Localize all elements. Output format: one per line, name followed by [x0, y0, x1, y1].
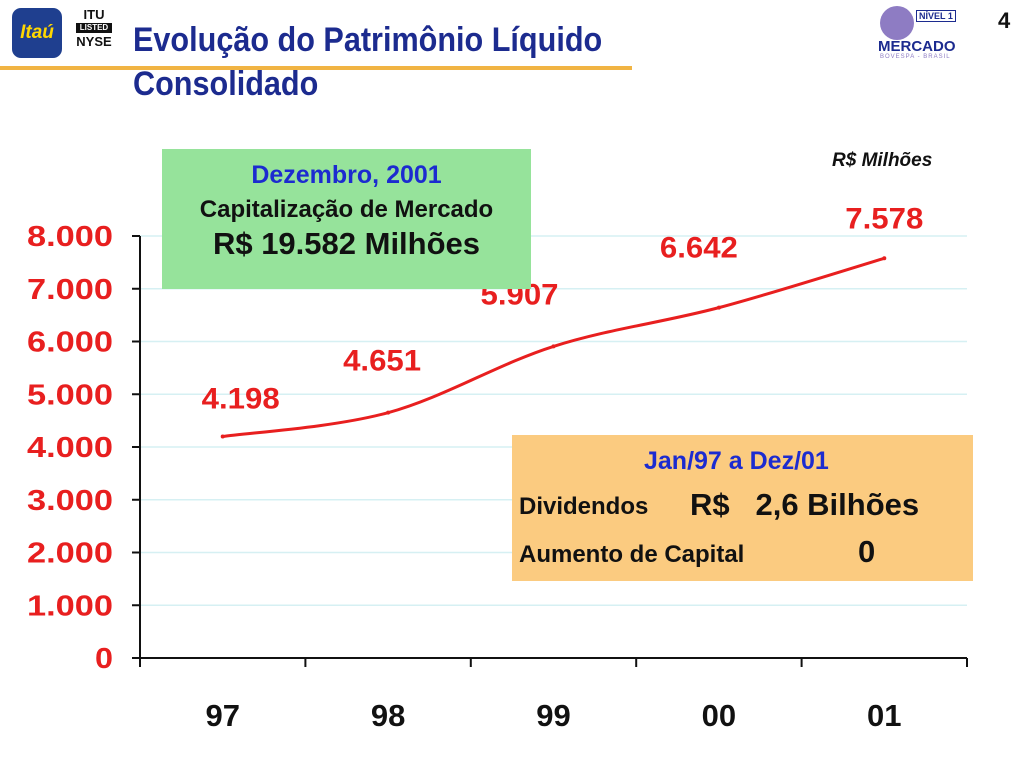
data-point [551, 344, 556, 349]
x-tick-label: 97 [205, 698, 239, 733]
capital-increase-value: 0 [858, 534, 876, 569]
page-title: Evolução do Patrimônio Líquido Consolida… [133, 18, 602, 106]
page-title-line-2: Consolidado [133, 65, 319, 103]
x-tick-label: 99 [536, 698, 570, 733]
y-tick-label: 7.000 [27, 274, 113, 306]
x-tick-label: 00 [702, 698, 736, 733]
data-point [716, 305, 721, 310]
data-label: 7.578 [845, 202, 923, 235]
dividends-value: R$ 2,6 Bilhões [690, 487, 920, 522]
nyse-logo-ticker: ITU [83, 7, 105, 22]
data-point [882, 256, 887, 261]
y-tick-label: 0 [95, 643, 113, 675]
market-cap-label: Capitalização de Mercado [199, 196, 494, 223]
page-number: 4 [998, 8, 1011, 33]
axes [132, 235, 968, 667]
mercado-logo-nivel: NÍVEL 1 [916, 10, 956, 22]
y-tick-label: 3.000 [27, 485, 113, 517]
mercado-logo-circle [880, 6, 914, 40]
nyse-logo-listed: LISTED [76, 23, 112, 33]
y-tick-labels: 0 1.000 2.000 3.000 4.000 5.000 6.000 7.000 8.00… [27, 221, 113, 675]
x-tick-labels: 97 98 99 00 01 [205, 698, 901, 733]
y-tick-label: 2.000 [27, 538, 113, 570]
market-cap-value: R$ 19.582 Milhões [212, 226, 481, 261]
y-tick-label: 5.000 [27, 379, 113, 411]
data-point [386, 410, 391, 415]
y-tick-label: 8.000 [27, 221, 113, 253]
dividends-period: Jan/97 a Dez/01 [644, 447, 829, 475]
market-cap-box: Dezembro, 2001 Capitalização de Mercado … [162, 149, 531, 289]
title-underline [0, 66, 632, 70]
y-tick-label: 4.000 [27, 432, 113, 464]
novo-mercado-logo: NÍVEL 1 MERCADO BOVESPA - BRASIL [878, 6, 956, 60]
data-label: 4.198 [202, 383, 280, 416]
dividends-label: Dividendos [519, 493, 649, 520]
x-tick-label: 01 [867, 698, 901, 733]
nyse-listed-logo: ITU LISTED NYSE [72, 8, 116, 48]
data-point [220, 434, 225, 439]
y-tick-label: 1.000 [27, 590, 113, 622]
dividends-box: Jan/97 a Dez/01 Dividendos R$ 2,6 Bilhõe… [512, 435, 973, 581]
unit-label: R$ Milhões [832, 150, 933, 171]
itau-logo-text: Itaú [20, 22, 54, 43]
page-title-line-1: Evolução do Patrimônio Líquido [133, 21, 603, 59]
mercado-logo-name: MERCADO [878, 38, 956, 55]
itau-logo: Itaú [12, 8, 62, 58]
mercado-logo-bovespa: BOVESPA - BRASIL [880, 54, 951, 60]
data-label: 4.651 [343, 345, 421, 378]
data-points [220, 256, 887, 439]
data-label: 6.642 [660, 232, 738, 265]
capital-increase-label: Aumento de Capital [519, 541, 745, 568]
y-tick-label: 6.000 [27, 327, 113, 359]
x-tick-label: 98 [371, 698, 405, 733]
nyse-logo-exchange: NYSE [76, 34, 112, 49]
market-cap-date: Dezembro, 2001 [251, 161, 442, 189]
